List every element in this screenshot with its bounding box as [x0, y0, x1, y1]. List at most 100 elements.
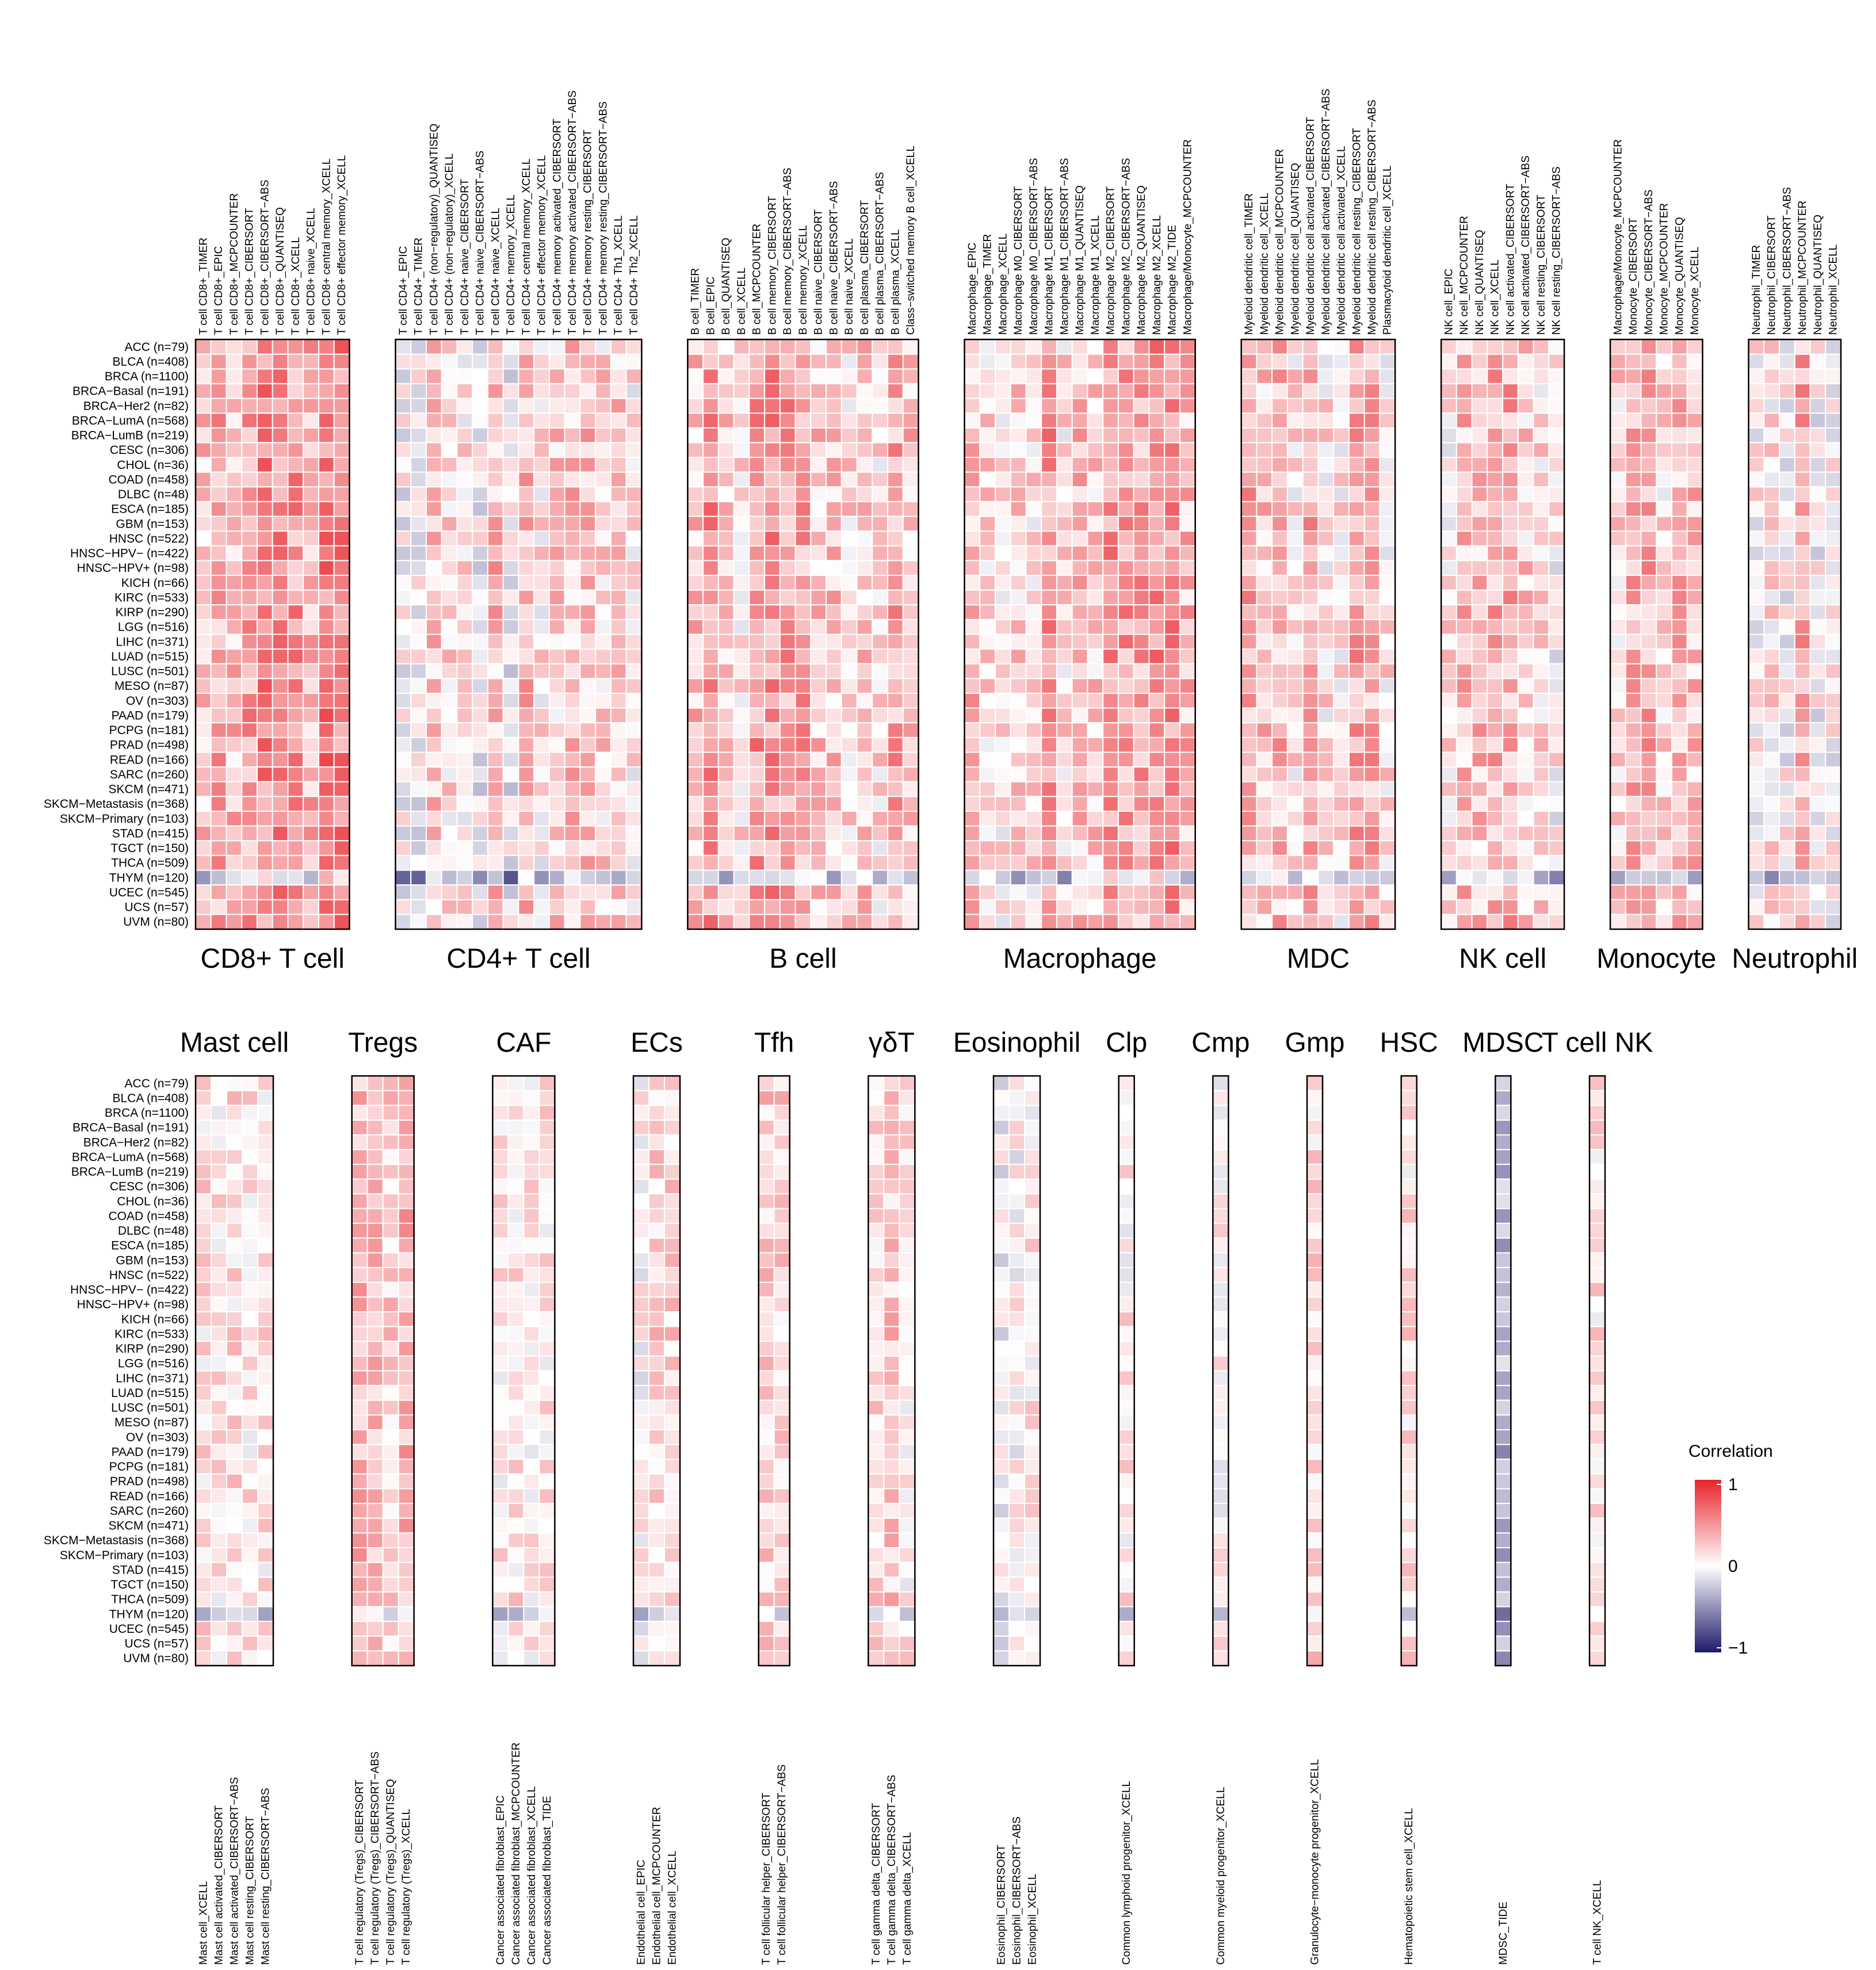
heatmap-cell: [1640, 368, 1657, 384]
heatmap-cell: [648, 1134, 665, 1151]
heatmap-cell: [410, 398, 427, 414]
heatmap-cell: [1010, 811, 1027, 827]
heatmap-cell: [1010, 530, 1027, 547]
heatmap-cell: [687, 545, 704, 562]
heatmap-cell: [241, 884, 258, 900]
heatmap-cell: [366, 1149, 384, 1165]
heatmap-cell: [507, 1532, 525, 1548]
column-label: T cell CD4+ memory resting_CIBERSORT−ABS: [597, 101, 609, 335]
heatmap-cell: [564, 545, 581, 562]
heatmap-cell: [1379, 457, 1396, 473]
heatmap-cell: [287, 678, 304, 694]
heatmap-cell: [395, 619, 412, 635]
heatmap-cell: [1471, 811, 1488, 827]
heatmap-cell: [487, 707, 504, 724]
heatmap-cell: [579, 530, 597, 547]
panel-title: HSC: [1380, 1028, 1438, 1058]
heatmap-cell: [1686, 413, 1703, 429]
heatmap-cell: [425, 781, 442, 797]
heatmap-cell: [303, 471, 319, 488]
heatmap-cell: [241, 353, 258, 370]
heatmap-cell: [1487, 560, 1504, 576]
heatmap-cell: [548, 530, 566, 547]
legend-title: Correlation: [1688, 1442, 1773, 1461]
heatmap-cell: [1441, 516, 1457, 532]
heatmap-cell: [398, 1223, 415, 1239]
row-label: SARC (n=260): [110, 768, 189, 781]
heatmap-cell: [425, 678, 442, 694]
heatmap-cell: [242, 1149, 258, 1165]
heatmap-cell: [492, 1591, 509, 1608]
heatmap-cell: [492, 1414, 509, 1430]
heatmap-cell: [687, 560, 704, 576]
heatmap-cell: [241, 766, 258, 782]
heatmap-cell: [425, 368, 442, 384]
heatmap-cell: [664, 1090, 681, 1106]
heatmap-cell: [1548, 413, 1565, 429]
column-label: Monocyte_XCELL: [1689, 247, 1701, 335]
heatmap-cell: [1271, 575, 1288, 591]
heatmap-cell: [195, 368, 212, 384]
row-label: STAD (n=415): [112, 827, 189, 840]
heatmap-cell: [441, 663, 458, 679]
heatmap-cell: [610, 530, 627, 547]
heatmap-cell: [1179, 899, 1196, 915]
heatmap-cell: [995, 663, 1011, 679]
heatmap-cell: [351, 1267, 368, 1283]
heatmap-cell: [979, 516, 996, 532]
heatmap-cell: [1825, 368, 1842, 384]
heatmap-cell: [272, 854, 289, 871]
heatmap-cell: [1610, 751, 1626, 768]
heatmap-cell: [1548, 633, 1565, 650]
heatmap-cell: [868, 1281, 885, 1298]
heatmap-cell: [210, 796, 227, 812]
heatmap-cell: [395, 663, 412, 679]
heatmap-cell: [492, 1223, 509, 1239]
heatmap-cell: [1610, 678, 1626, 694]
heatmap-cell: [272, 633, 289, 650]
heatmap-cell: [826, 914, 842, 930]
panel-border: [1588, 1075, 1606, 1667]
heatmap-cell: [538, 1473, 556, 1490]
heatmap-cell: [366, 1090, 384, 1106]
heatmap-cell: [507, 1311, 525, 1327]
heatmap-cell: [1240, 516, 1258, 532]
heatmap-cell: [993, 1532, 1010, 1548]
heatmap-cell: [1008, 1163, 1025, 1180]
heatmap-cell: [195, 796, 212, 812]
heatmap-cell: [758, 1459, 775, 1475]
heatmap-cell: [366, 1163, 384, 1180]
heatmap-cell: [687, 796, 704, 812]
heatmap-cell: [840, 442, 858, 458]
heatmap-cell: [1041, 501, 1057, 517]
heatmap-cell: [1455, 899, 1473, 915]
heatmap-cell: [1763, 427, 1781, 444]
heatmap-cell: [1025, 560, 1042, 576]
heatmap-cell: [410, 516, 427, 532]
heatmap-cell: [195, 1341, 212, 1357]
heatmap-cell: [382, 1385, 399, 1401]
heatmap-cell: [195, 1370, 212, 1387]
heatmap-cell: [242, 1503, 258, 1519]
heatmap-cell: [773, 1591, 790, 1608]
heatmap-cell: [1495, 1459, 1512, 1475]
heatmap-cell: [1379, 825, 1396, 842]
heatmap-cell: [1671, 678, 1688, 694]
heatmap-cell: [779, 619, 796, 635]
heatmap-cell: [410, 796, 427, 812]
heatmap-cell: [533, 501, 550, 517]
heatmap-cell: [1610, 796, 1626, 812]
heatmap-cell: [1025, 353, 1042, 370]
heatmap-cell: [395, 604, 412, 620]
heatmap-cell: [773, 1576, 790, 1593]
heatmap-cell: [883, 1621, 900, 1637]
heatmap-cell: [382, 1576, 399, 1593]
heatmap-cell: [242, 1370, 258, 1387]
heatmap-cell: [1302, 545, 1319, 562]
heatmap-cell: [1010, 545, 1027, 562]
heatmap-cell: [1133, 914, 1150, 930]
heatmap-cell: [1102, 619, 1119, 635]
heatmap-cell: [979, 736, 996, 753]
heatmap-cell: [979, 530, 996, 547]
heatmap-cell: [1748, 751, 1765, 768]
